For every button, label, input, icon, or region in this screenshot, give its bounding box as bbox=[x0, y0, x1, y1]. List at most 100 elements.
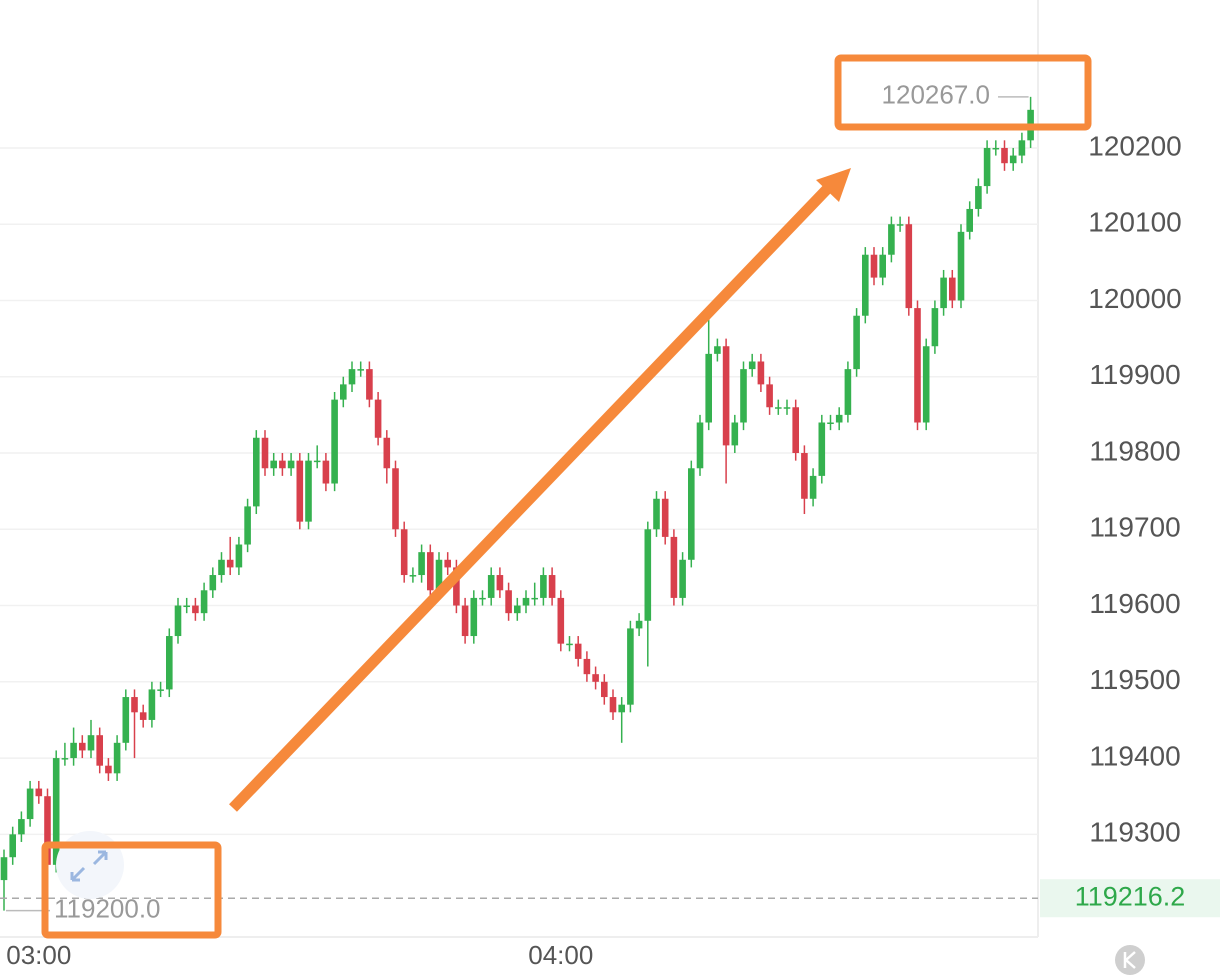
candle-body bbox=[705, 353, 712, 423]
candle-body bbox=[566, 643, 573, 646]
candle-body bbox=[18, 819, 25, 835]
candle-body bbox=[392, 468, 399, 530]
trend-arrow bbox=[229, 182, 834, 812]
candle-body bbox=[296, 460, 304, 522]
candle-body bbox=[905, 224, 913, 309]
candle-body bbox=[374, 399, 382, 438]
candle-body bbox=[835, 414, 843, 423]
candle-body bbox=[470, 597, 478, 637]
candle-body bbox=[722, 346, 730, 446]
candle-body bbox=[714, 346, 721, 354]
x-tick-label: 03:00 bbox=[6, 940, 71, 970]
k-icon bbox=[1123, 951, 1136, 969]
y-tick-label: 119800 bbox=[1089, 435, 1180, 466]
candle-body bbox=[522, 597, 530, 606]
candle-body bbox=[696, 422, 704, 469]
candle-body bbox=[975, 186, 982, 209]
candle-body bbox=[26, 788, 34, 820]
highlight-box bbox=[834, 54, 1092, 131]
candle-body bbox=[853, 315, 860, 370]
candle-body bbox=[583, 658, 591, 675]
candle-body bbox=[79, 742, 86, 751]
candle-body bbox=[348, 369, 356, 385]
candle-body bbox=[1001, 147, 1008, 164]
candle-body bbox=[409, 575, 417, 577]
y-tick-label: 119700 bbox=[1089, 512, 1180, 543]
candle-body bbox=[801, 453, 808, 499]
candle-body bbox=[531, 597, 538, 600]
plot: 119300 119400 119500 119600 119700 119800 1199… bbox=[0, 80, 1220, 970]
candle-body bbox=[200, 590, 208, 614]
candle-body bbox=[366, 369, 373, 400]
candle-body bbox=[983, 147, 991, 187]
candle-body bbox=[679, 559, 686, 598]
k-button[interactable] bbox=[1115, 945, 1145, 975]
candle-body bbox=[209, 575, 217, 591]
candle-body bbox=[661, 498, 669, 537]
candle-body bbox=[574, 643, 582, 659]
candle-body bbox=[270, 460, 277, 469]
candle-body bbox=[557, 597, 565, 644]
candle-body bbox=[922, 346, 930, 423]
candle-body bbox=[287, 460, 295, 469]
candle-body bbox=[357, 369, 364, 371]
candle-body bbox=[253, 437, 260, 507]
y-tick-label: 119600 bbox=[1089, 588, 1180, 619]
candle-body bbox=[313, 460, 321, 463]
candle-body bbox=[949, 277, 956, 301]
y-tick-label: 119900 bbox=[1089, 359, 1180, 390]
candle-body bbox=[896, 224, 904, 226]
candle-body bbox=[548, 575, 556, 598]
candle-body bbox=[888, 224, 895, 255]
candle-body bbox=[244, 506, 251, 545]
candle-body bbox=[487, 575, 495, 598]
last-price-label: 119216.2 bbox=[1075, 881, 1186, 911]
candle-body bbox=[505, 590, 512, 614]
candle-body bbox=[444, 559, 451, 568]
candle-body bbox=[592, 674, 599, 682]
candle-body bbox=[261, 437, 269, 469]
candle-body bbox=[827, 422, 834, 425]
candle-body bbox=[809, 475, 817, 499]
candle-body bbox=[427, 552, 434, 591]
candle-body bbox=[609, 697, 617, 713]
x-tick-label: 04:00 bbox=[528, 940, 593, 970]
candle-body bbox=[670, 536, 678, 598]
candle-body bbox=[453, 567, 460, 606]
candle-body bbox=[862, 254, 869, 316]
min-price-label: 119200.0 bbox=[54, 893, 161, 923]
candle-body bbox=[131, 697, 138, 713]
candle-body bbox=[122, 697, 130, 743]
candle-body bbox=[383, 437, 391, 469]
y-tick-label: 119400 bbox=[1089, 740, 1180, 771]
candle-body bbox=[166, 636, 173, 690]
candle-body bbox=[783, 407, 791, 409]
candle-body bbox=[870, 254, 878, 278]
candle-body bbox=[644, 529, 652, 621]
y-tick-label: 120100 bbox=[1088, 207, 1181, 238]
expand-button[interactable] bbox=[56, 831, 124, 899]
candle-body bbox=[957, 231, 965, 301]
candle-body bbox=[305, 460, 312, 522]
candle-body bbox=[340, 384, 347, 400]
candle-body bbox=[105, 765, 112, 774]
candle-body bbox=[879, 254, 886, 278]
candle-body bbox=[635, 620, 643, 629]
candle-body bbox=[766, 384, 773, 408]
y-tick-label: 120200 bbox=[1088, 130, 1181, 161]
last-price-tag bbox=[1040, 879, 1220, 918]
candle-body bbox=[44, 796, 51, 865]
expand-icon bbox=[70, 850, 108, 882]
candle-body bbox=[818, 422, 826, 476]
y-tick-label: 120000 bbox=[1088, 283, 1181, 314]
candle-body bbox=[113, 742, 121, 774]
candle-body bbox=[775, 407, 782, 409]
candle-body bbox=[514, 605, 521, 614]
candle-body bbox=[748, 361, 756, 370]
candle-body bbox=[496, 575, 504, 591]
candle-body bbox=[627, 628, 634, 705]
candle-body bbox=[792, 407, 799, 454]
candle-body bbox=[757, 361, 765, 385]
candle-body bbox=[192, 605, 199, 614]
